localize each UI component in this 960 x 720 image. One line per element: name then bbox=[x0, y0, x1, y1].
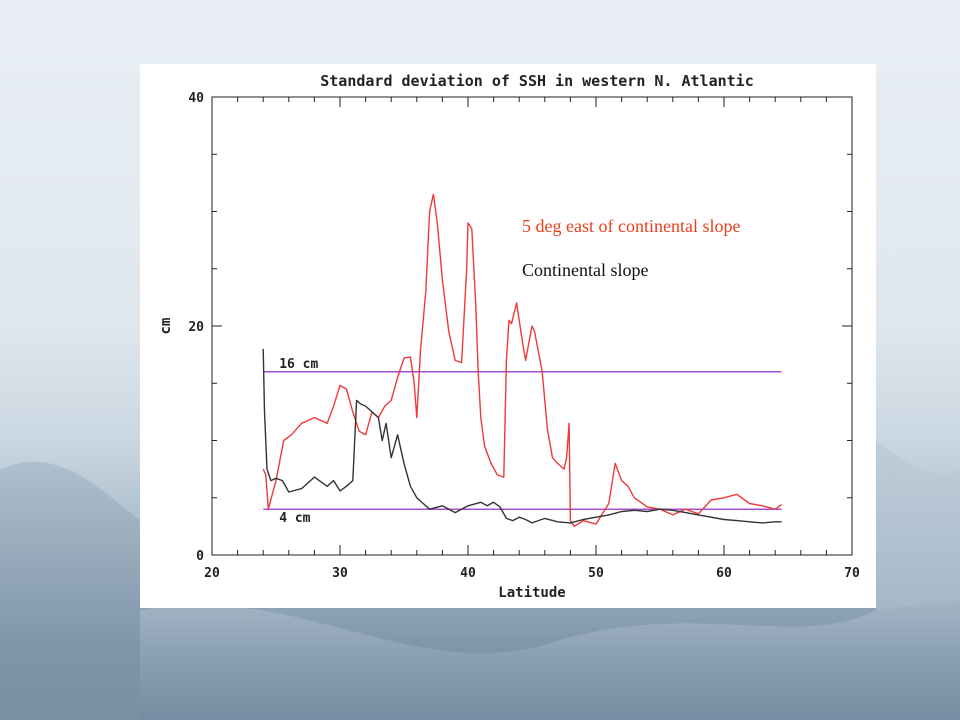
ssh-line-chart: Standard deviation of SSH in western N. … bbox=[158, 72, 860, 601]
x-tick-label: 50 bbox=[588, 566, 604, 581]
reference-line-label: 16 cm bbox=[279, 357, 318, 372]
series-line bbox=[262, 348, 782, 524]
y-tick-label: 0 bbox=[196, 549, 204, 564]
reference-lines: 16 cm 4 cm bbox=[263, 357, 782, 526]
legend-label-slope: Continental slope bbox=[522, 260, 649, 280]
x-tick-label: 60 bbox=[716, 566, 732, 581]
chart-title: Standard deviation of SSH in western N. … bbox=[320, 72, 753, 90]
reference-line-label: 4 cm bbox=[279, 511, 310, 526]
chart-panel: Standard deviation of SSH in western N. … bbox=[140, 64, 876, 608]
x-tick-label: 40 bbox=[460, 566, 476, 581]
y-tick-label: 20 bbox=[188, 320, 204, 335]
x-tick-label: 20 bbox=[204, 566, 220, 581]
x-tick-label: 30 bbox=[332, 566, 348, 581]
y-axis-label: cm bbox=[158, 318, 174, 335]
x-axis-label: Latitude bbox=[498, 585, 565, 601]
x-tick-label: 70 bbox=[844, 566, 860, 581]
series-line bbox=[262, 193, 783, 528]
series-lines bbox=[262, 193, 783, 528]
axis-ticks bbox=[211, 96, 853, 556]
y-tick-label: 40 bbox=[188, 91, 204, 106]
legend-label-east: 5 deg east of continental slope bbox=[522, 216, 741, 236]
